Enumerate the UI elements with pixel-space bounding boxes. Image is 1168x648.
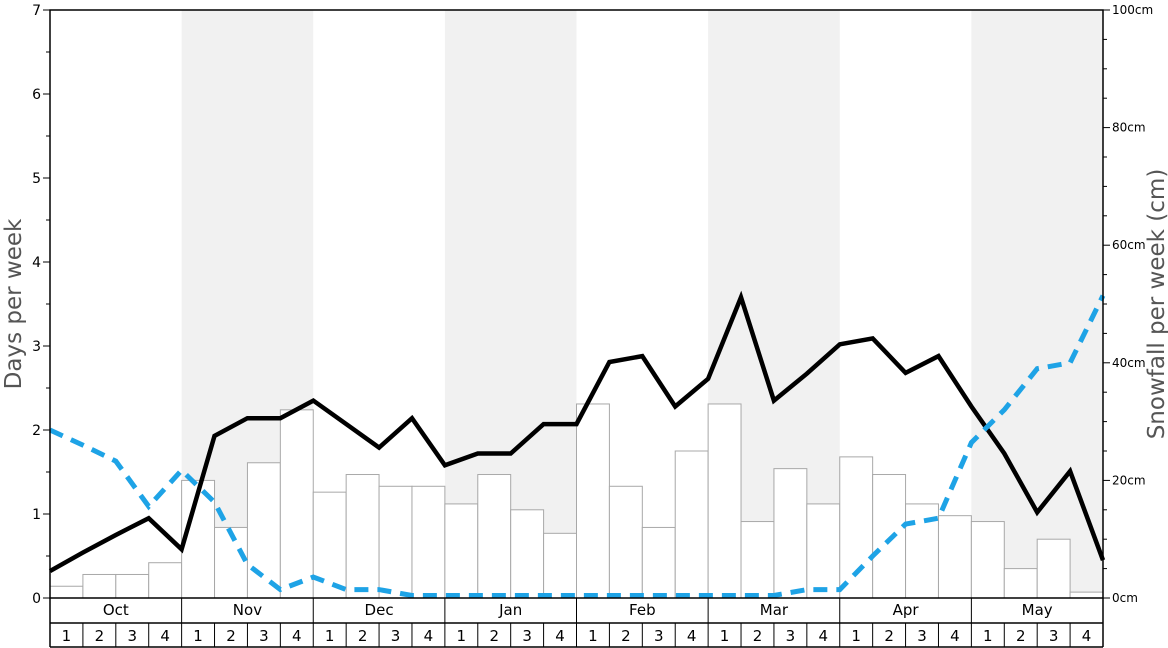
- snowfall-bar: [477, 474, 512, 599]
- month-label: Dec: [365, 601, 394, 619]
- week-label: 1: [62, 627, 72, 645]
- snowfall-bar: [246, 462, 281, 599]
- month-shading: [181, 10, 1103, 598]
- week-label: 3: [127, 627, 137, 645]
- week-label: 2: [226, 627, 236, 645]
- week-label: 3: [259, 627, 269, 645]
- month-label: Apr: [893, 601, 920, 619]
- right-axis-label: Snowfall per week (cm): [1144, 169, 1168, 440]
- snowfall-bar: [49, 585, 84, 599]
- week-label: 4: [950, 627, 960, 645]
- week-label: 4: [424, 627, 434, 645]
- week-label: 1: [588, 627, 598, 645]
- snowfall-bar: [279, 409, 314, 599]
- snowfall-bar: [1069, 591, 1104, 599]
- snowfall-bar: [115, 573, 150, 599]
- left-axis-label: Days per week: [1, 218, 27, 389]
- week-label: 1: [983, 627, 993, 645]
- left-tick-label: 5: [32, 171, 41, 187]
- month-row: Oct Nov Dec Jan Feb Mar Apr May: [49, 598, 1104, 647]
- snowfall-bar: [214, 526, 248, 599]
- week-label: 4: [292, 627, 302, 645]
- week-label: 2: [753, 627, 763, 645]
- week-label: 2: [95, 627, 105, 645]
- right-tick-label: 80cm: [1112, 121, 1146, 135]
- snowfall-bar: [970, 521, 1005, 599]
- snowfall-bar: [707, 403, 742, 599]
- series-lines: [48, 290, 1106, 598]
- snowfall-bar: [641, 526, 676, 599]
- snowfall-bar: [740, 521, 775, 599]
- week-label: 3: [917, 627, 927, 645]
- snowfall-bar: [576, 403, 610, 599]
- left-axis: 0 1 2 3 4 5 6 7: [32, 3, 50, 607]
- week-label: 1: [457, 627, 467, 645]
- week-label: 3: [391, 627, 401, 645]
- snowfall-bar: [608, 485, 643, 599]
- week-label: 1: [851, 627, 861, 645]
- left-tick-label: 4: [32, 255, 41, 271]
- right-tick-label: 60cm: [1112, 238, 1146, 252]
- left-tick-label: 2: [32, 423, 41, 439]
- left-tick-label: 0: [32, 591, 41, 607]
- snowfall-bar: [345, 474, 380, 599]
- snowfall-bars: [49, 403, 1104, 599]
- snowfall-bar: [806, 503, 841, 599]
- snowfall-bar: [872, 474, 907, 599]
- week-label: 2: [884, 627, 894, 645]
- week-label: 4: [819, 627, 829, 645]
- snowfall-bar: [937, 515, 972, 599]
- week-label: 1: [325, 627, 335, 645]
- dashed-line-series: [48, 294, 1106, 598]
- left-tick-label: 3: [32, 339, 41, 355]
- right-axis: 0cm 20cm 40cm 60cm 80cm 100cm: [1103, 3, 1153, 605]
- snowfall-bar: [148, 562, 183, 599]
- week-label: 4: [1082, 627, 1092, 645]
- week-label: 3: [654, 627, 664, 645]
- month-label: Feb: [629, 601, 656, 619]
- week-label: 4: [687, 627, 697, 645]
- snowfall-bar: [543, 532, 577, 599]
- snowfall-bar: [839, 456, 874, 599]
- snowfall-bar: [510, 509, 545, 599]
- week-label: 1: [720, 627, 730, 645]
- snowfall-bar: [1036, 538, 1071, 599]
- snowfall-bar: [674, 450, 709, 599]
- week-label: 2: [358, 627, 368, 645]
- snowfall-bar: [82, 573, 117, 599]
- snowfall-bar: [444, 503, 479, 599]
- week-label: 1: [193, 627, 203, 645]
- week-label: 2: [1016, 627, 1026, 645]
- week-label: 3: [786, 627, 796, 645]
- week-label: 4: [555, 627, 565, 645]
- week-row: 1 2 3 4 1 2 3 4 1 2 3 4 1 2 3 4 1 2 3 4 1 2 3 4 1 2 3 4 1 2 3 4: [50, 623, 1103, 648]
- week-label: 4: [160, 627, 170, 645]
- right-tick-label: 0cm: [1112, 591, 1138, 605]
- week-label: 2: [489, 627, 499, 645]
- month-label: Nov: [233, 601, 262, 619]
- left-tick-label: 6: [32, 87, 41, 103]
- month-label: Oct: [103, 601, 129, 619]
- right-tick-label: 100cm: [1112, 3, 1153, 17]
- snowfall-bar: [773, 468, 808, 599]
- right-tick-label: 20cm: [1112, 473, 1146, 487]
- week-label: 2: [621, 627, 631, 645]
- week-label: 3: [522, 627, 532, 645]
- snowfall-bar: [411, 485, 446, 599]
- snowfall-bar: [378, 485, 413, 599]
- left-tick-label: 1: [32, 507, 41, 523]
- right-tick-label: 40cm: [1112, 356, 1146, 370]
- solid-line-series: [48, 290, 1106, 574]
- week-label: 3: [1049, 627, 1059, 645]
- snowfall-bar: [1003, 568, 1038, 599]
- left-tick-label: 7: [32, 3, 41, 19]
- month-label: Mar: [760, 601, 789, 619]
- snowfall-bar: [312, 491, 347, 599]
- month-label: May: [1022, 601, 1053, 619]
- month-label: Jan: [498, 601, 522, 619]
